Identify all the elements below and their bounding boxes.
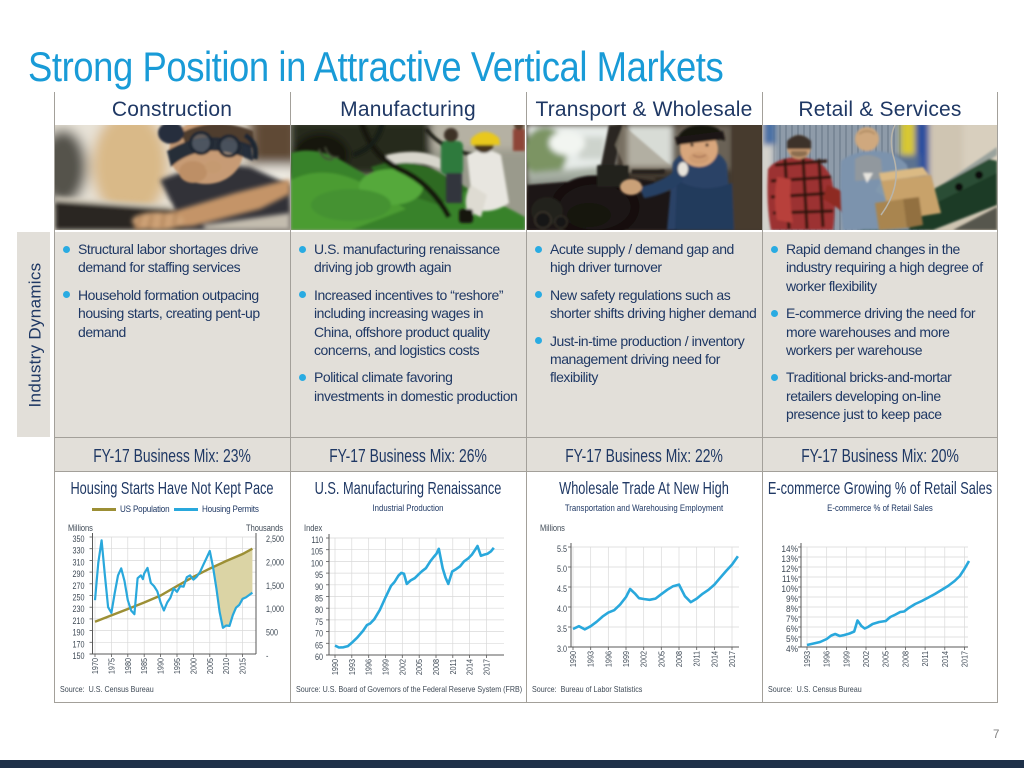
svg-text:65: 65 xyxy=(315,640,323,650)
svg-text:11%: 11% xyxy=(782,574,798,584)
svg-text:2,000: 2,000 xyxy=(266,557,284,567)
svg-text:1970: 1970 xyxy=(90,658,100,674)
svg-text:1990: 1990 xyxy=(568,651,578,667)
svg-text:1999: 1999 xyxy=(841,651,851,667)
svg-text:1996: 1996 xyxy=(603,651,613,667)
svg-text:2014: 2014 xyxy=(709,651,719,667)
svg-text:1996: 1996 xyxy=(822,651,832,667)
svg-text:2008: 2008 xyxy=(431,659,441,675)
svg-text:2005: 2005 xyxy=(656,651,666,667)
svg-text:500: 500 xyxy=(266,628,278,638)
svg-text:2000: 2000 xyxy=(188,658,198,674)
svg-text:250: 250 xyxy=(73,593,85,603)
svg-text:2005: 2005 xyxy=(205,658,215,674)
svg-text:5.5: 5.5 xyxy=(557,544,567,554)
svg-text:3.0: 3.0 xyxy=(557,644,567,654)
svg-text:8%: 8% xyxy=(786,604,798,614)
svg-text:14%: 14% xyxy=(781,544,798,554)
svg-text:7%: 7% xyxy=(786,614,798,624)
svg-text:1996: 1996 xyxy=(364,659,374,675)
svg-text:105: 105 xyxy=(311,547,323,557)
svg-text:85: 85 xyxy=(315,594,323,604)
svg-text:110: 110 xyxy=(312,535,324,545)
svg-text:1980: 1980 xyxy=(123,658,133,674)
svg-text:2002: 2002 xyxy=(639,651,649,667)
svg-text:2011: 2011 xyxy=(448,659,458,675)
svg-text:4%: 4% xyxy=(786,644,798,654)
svg-text:2015: 2015 xyxy=(238,658,248,674)
svg-text:2014: 2014 xyxy=(940,651,950,667)
svg-text:2,500: 2,500 xyxy=(266,534,284,544)
svg-text:2017: 2017 xyxy=(959,651,969,667)
svg-text:2005: 2005 xyxy=(881,651,891,667)
svg-text:2017: 2017 xyxy=(727,651,737,667)
svg-text:2008: 2008 xyxy=(900,651,910,667)
svg-text:1985: 1985 xyxy=(139,658,149,674)
svg-text:5%: 5% xyxy=(786,634,798,644)
svg-text:2017: 2017 xyxy=(482,659,492,675)
svg-text:3.5: 3.5 xyxy=(557,624,567,634)
svg-text:13%: 13% xyxy=(781,554,798,564)
svg-text:270: 270 xyxy=(73,581,85,591)
svg-text:60: 60 xyxy=(315,652,323,662)
svg-text:95: 95 xyxy=(315,570,323,580)
svg-text:2011: 2011 xyxy=(920,651,930,667)
svg-text:1999: 1999 xyxy=(621,651,631,667)
svg-text:2010: 2010 xyxy=(221,658,231,674)
svg-text:2002: 2002 xyxy=(861,651,871,667)
svg-text:90: 90 xyxy=(315,582,323,592)
svg-text:6%: 6% xyxy=(786,624,798,634)
svg-text:4.0: 4.0 xyxy=(557,604,567,614)
svg-text:4.5: 4.5 xyxy=(557,584,567,594)
svg-text:-: - xyxy=(266,651,268,661)
svg-text:350: 350 xyxy=(73,534,85,544)
svg-text:190: 190 xyxy=(73,628,85,638)
svg-text:2011: 2011 xyxy=(692,651,702,667)
svg-text:5.0: 5.0 xyxy=(557,564,567,574)
svg-text:2002: 2002 xyxy=(397,659,407,675)
svg-text:1990: 1990 xyxy=(330,659,340,675)
svg-text:9%: 9% xyxy=(786,594,798,604)
svg-text:1,500: 1,500 xyxy=(266,581,284,591)
svg-text:1995: 1995 xyxy=(172,658,182,674)
svg-text:70: 70 xyxy=(315,629,323,639)
svg-text:1993: 1993 xyxy=(802,651,812,667)
svg-text:330: 330 xyxy=(73,546,85,556)
svg-text:1,000: 1,000 xyxy=(266,604,284,614)
svg-text:10%: 10% xyxy=(781,584,798,594)
svg-text:210: 210 xyxy=(73,616,85,626)
svg-text:230: 230 xyxy=(73,604,85,614)
svg-text:80: 80 xyxy=(315,605,323,615)
svg-text:100: 100 xyxy=(311,558,323,568)
svg-text:1990: 1990 xyxy=(156,658,166,674)
svg-text:1975: 1975 xyxy=(106,658,116,674)
svg-text:2014: 2014 xyxy=(465,659,475,675)
svg-text:1993: 1993 xyxy=(586,651,596,667)
svg-text:170: 170 xyxy=(73,639,85,649)
svg-text:2005: 2005 xyxy=(414,659,424,675)
svg-text:310: 310 xyxy=(73,557,85,567)
svg-text:1999: 1999 xyxy=(381,659,391,675)
svg-text:12%: 12% xyxy=(781,564,798,574)
svg-text:2008: 2008 xyxy=(674,651,684,667)
svg-text:150: 150 xyxy=(73,651,85,661)
svg-text:75: 75 xyxy=(315,617,323,627)
svg-text:1993: 1993 xyxy=(347,659,357,675)
svg-text:290: 290 xyxy=(73,569,85,579)
